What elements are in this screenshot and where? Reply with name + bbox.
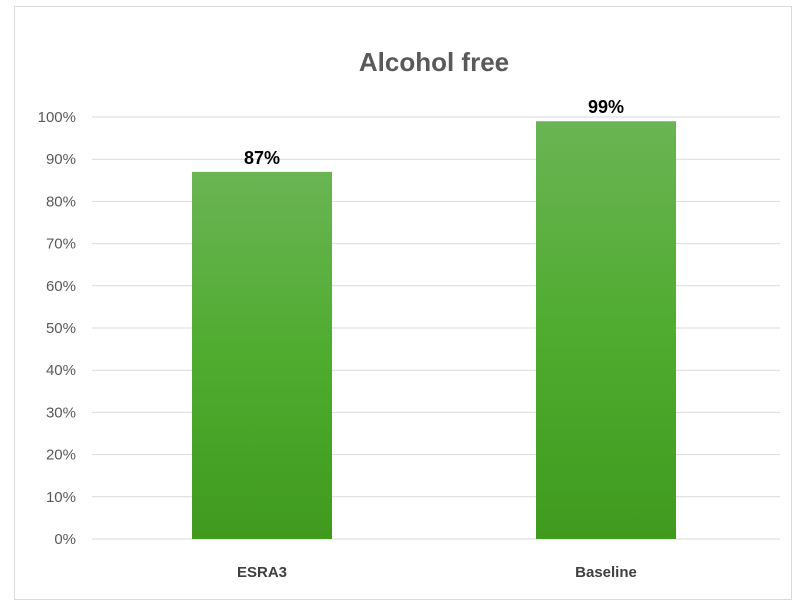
data-label: 99% [588, 97, 624, 117]
data-labels: 87% 99% [244, 97, 624, 168]
y-tick-label: 80% [46, 193, 76, 210]
y-tick-label: 10% [46, 489, 76, 506]
bars [192, 121, 676, 540]
y-tick-label: 90% [46, 151, 76, 168]
chart-title: Alcohol free [359, 47, 509, 77]
bar-baseline [536, 121, 676, 539]
x-category-label: ESRA3 [237, 564, 287, 581]
x-category-label: Baseline [575, 564, 637, 581]
bar-esra3 [192, 171, 332, 540]
y-tick-label: 30% [46, 404, 76, 421]
data-label: 87% [244, 148, 280, 168]
y-tick-label: 40% [46, 362, 76, 379]
y-tick-label: 60% [46, 278, 76, 295]
y-tick-label: 20% [46, 447, 76, 464]
y-axis-tick-labels: 0% 10% 20% 30% 40% 50% 60% 70% 80% 90% 100% [38, 109, 76, 548]
y-tick-label: 0% [54, 531, 76, 548]
y-tick-label: 100% [38, 109, 76, 126]
y-tick-label: 70% [46, 236, 76, 253]
x-axis-category-labels: ESRA3 Baseline [237, 564, 637, 581]
y-tick-label: 50% [46, 320, 76, 337]
